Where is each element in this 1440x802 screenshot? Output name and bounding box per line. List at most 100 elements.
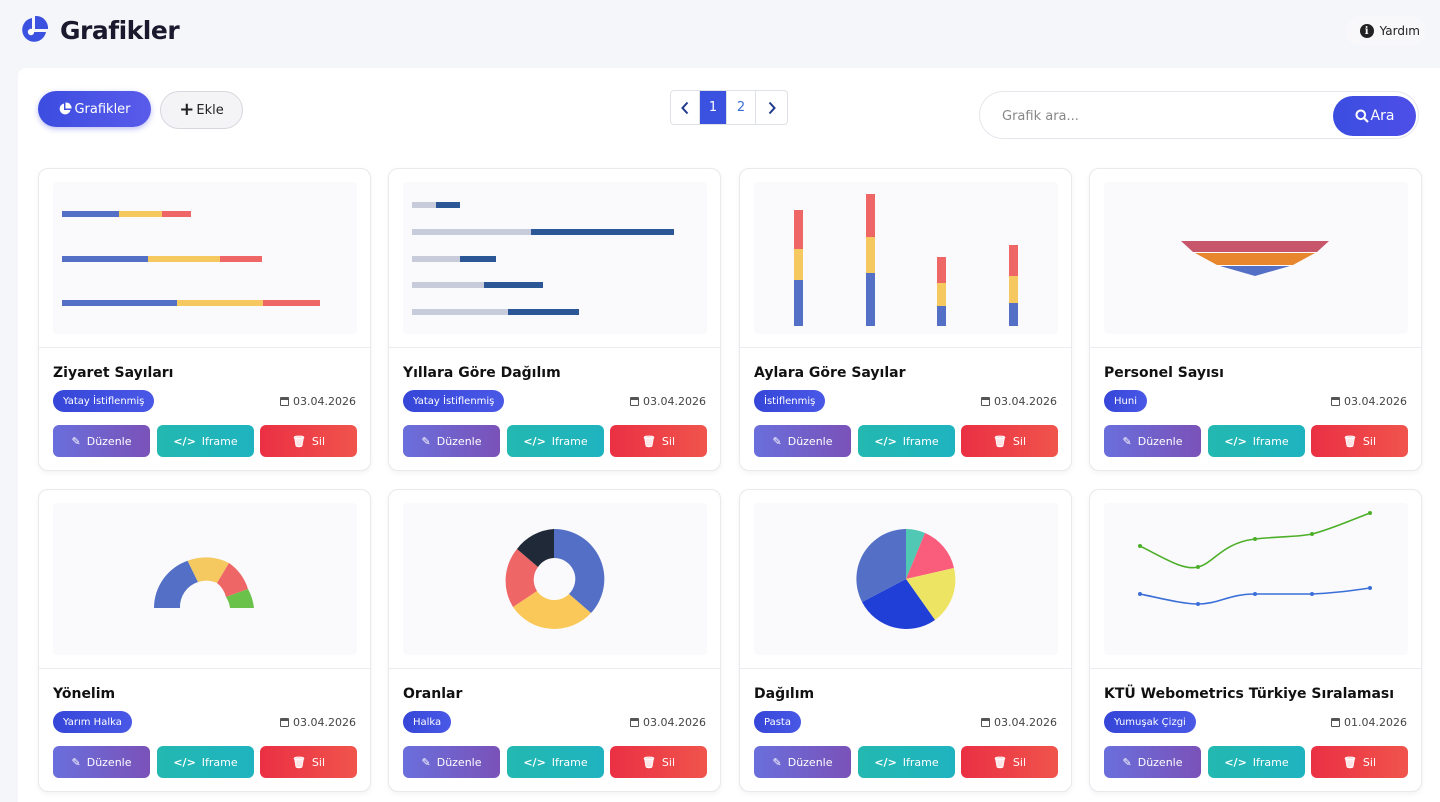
delete-button-label: Sil (1012, 755, 1027, 769)
delete-button[interactable]: 🗑 Sil (1311, 425, 1408, 457)
chart-card[interactable]: KTÜ Webometrics Türkiye Sıralaması Yumuş… (1089, 489, 1422, 792)
top-bar: Grafikler i Yardım (0, 0, 1440, 64)
edit-button-label: Düzenle (787, 755, 833, 769)
delete-button-label: Sil (1012, 434, 1027, 448)
iframe-button[interactable]: </> Iframe (858, 425, 955, 457)
delete-button-label: Sil (661, 434, 676, 448)
edit-icon: ✎ (421, 755, 431, 769)
code-icon: </> (173, 755, 196, 769)
card-title: Ziyaret Sayıları (53, 365, 174, 381)
trash-icon: 🗑 (1342, 755, 1357, 769)
search-input[interactable] (1002, 105, 1302, 127)
edit-button[interactable]: ✎ Düzenle (403, 425, 500, 457)
edit-icon: ✎ (772, 755, 782, 769)
edit-button-label: Düzenle (436, 434, 482, 448)
delete-button[interactable]: 🗑 Sil (961, 425, 1058, 457)
delete-button-label: Sil (661, 755, 676, 769)
chart-card[interactable]: Personel Sayısı Huni 03.04.2026 ✎ Düzenle… (1089, 168, 1422, 471)
iframe-button[interactable]: </> Iframe (858, 746, 955, 778)
chart-type-badge: Halka (403, 711, 452, 733)
trash-icon: 🗑 (291, 755, 306, 769)
edit-button-label: Düzenle (1137, 755, 1183, 769)
search-box: Ara (979, 91, 1419, 139)
trash-icon: 🗑 (1342, 434, 1357, 448)
edit-button[interactable]: ✎ Düzenle (754, 425, 851, 457)
chart-card[interactable]: Oranlar Halka 03.04.2026 ✎ Düzenle </> Ifr… (388, 489, 721, 792)
edit-button-label: Düzenle (787, 434, 833, 448)
chevron-right-icon (768, 101, 776, 114)
chart-card[interactable]: Yönelim Yarım Halka 03.04.2026 ✎ Düzenle … (38, 489, 371, 792)
chart-type-badge: Yatay İstiflenmiş (53, 390, 155, 412)
iframe-button[interactable]: </> Iframe (157, 746, 254, 778)
iframe-button[interactable]: </> Iframe (1208, 746, 1305, 778)
next-page-button[interactable] (756, 91, 787, 124)
card-date-value: 01.04.2026 (1344, 716, 1407, 729)
chart-card[interactable]: Ziyaret Sayıları Yatay İstiflenmiş 03.04… (38, 168, 371, 471)
trash-icon: 🗑 (992, 755, 1007, 769)
add-button[interactable]: + Ekle (160, 91, 243, 129)
calendar-icon (280, 397, 290, 406)
edit-button[interactable]: ✎ Düzenle (1104, 746, 1201, 778)
delete-button[interactable]: 🗑 Sil (260, 425, 357, 457)
code-icon: </> (523, 434, 546, 448)
iframe-button[interactable]: </> Iframe (1208, 425, 1305, 457)
edit-button[interactable]: ✎ Düzenle (1104, 425, 1201, 457)
chart-card[interactable]: Aylara Göre Sayılar İstiflenmiş 03.04.20… (739, 168, 1072, 471)
pie-chart-icon (60, 102, 72, 115)
edit-button-label: Düzenle (1137, 434, 1183, 448)
iframe-button[interactable]: </> Iframe (157, 425, 254, 457)
calendar-icon (630, 718, 640, 727)
iframe-button[interactable]: </> Iframe (507, 425, 604, 457)
charts-button[interactable]: Grafikler (38, 91, 151, 127)
card-title: Yıllara Göre Dağılım (403, 365, 561, 381)
delete-button[interactable]: 🗑 Sil (961, 746, 1058, 778)
code-icon: </> (523, 755, 546, 769)
delete-button[interactable]: 🗑 Sil (610, 425, 707, 457)
card-date-value: 03.04.2026 (1344, 395, 1407, 408)
edit-icon: ✎ (1122, 755, 1132, 769)
trash-icon: 🗑 (641, 755, 656, 769)
smooth-line-thumb (1104, 503, 1408, 655)
delete-button[interactable]: 🗑 Sil (260, 746, 357, 778)
page-1-button[interactable]: 1 (700, 91, 727, 124)
page-title: Grafikler (60, 15, 180, 45)
delete-button-label: Sil (311, 755, 326, 769)
funnel-thumb (1104, 182, 1408, 334)
code-icon: </> (173, 434, 196, 448)
edit-icon: ✎ (1122, 434, 1132, 448)
chart-type-badge: İstiflenmiş (754, 390, 826, 412)
edit-button[interactable]: ✎ Düzenle (754, 746, 851, 778)
card-date-value: 03.04.2026 (643, 395, 706, 408)
charts-button-label: Grafikler (74, 101, 131, 117)
page-2-button[interactable]: 2 (727, 91, 756, 124)
pagination: 1 2 (670, 90, 788, 125)
calendar-icon (981, 397, 991, 406)
card-date-value: 03.04.2026 (994, 716, 1057, 729)
prev-page-button[interactable] (671, 91, 700, 124)
card-date: 03.04.2026 (280, 395, 356, 408)
brand[interactable]: Grafikler (18, 14, 180, 46)
edit-button[interactable]: ✎ Düzenle (53, 746, 150, 778)
card-date-value: 03.04.2026 (293, 395, 356, 408)
code-icon: </> (1224, 434, 1247, 448)
iframe-button-label: Iframe (902, 755, 939, 769)
horizontal-bar-thumb (403, 182, 707, 334)
iframe-button-label: Iframe (1252, 434, 1289, 448)
edit-button[interactable]: ✎ Düzenle (403, 746, 500, 778)
edit-button[interactable]: ✎ Düzenle (53, 425, 150, 457)
chart-card[interactable]: Dağılım Pasta 03.04.2026 ✎ Düzenle </> Ifr… (739, 489, 1072, 792)
delete-button[interactable]: 🗑 Sil (610, 746, 707, 778)
pie-thumb (754, 503, 1058, 655)
edit-icon: ✎ (772, 434, 782, 448)
search-button[interactable]: Ara (1333, 96, 1416, 136)
delete-button[interactable]: 🗑 Sil (1311, 746, 1408, 778)
help-button[interactable]: i Yardım (1345, 16, 1426, 46)
iframe-button[interactable]: </> Iframe (507, 746, 604, 778)
card-title: Personel Sayısı (1104, 365, 1224, 381)
card-title: KTÜ Webometrics Türkiye Sıralaması (1104, 686, 1395, 702)
card-title: Yönelim (53, 686, 116, 702)
delete-button-label: Sil (311, 434, 326, 448)
edit-button-label: Düzenle (86, 434, 132, 448)
add-button-label: Ekle (196, 102, 224, 118)
chart-card[interactable]: Yıllara Göre Dağılım Yatay İstiflenmiş 0… (388, 168, 721, 471)
